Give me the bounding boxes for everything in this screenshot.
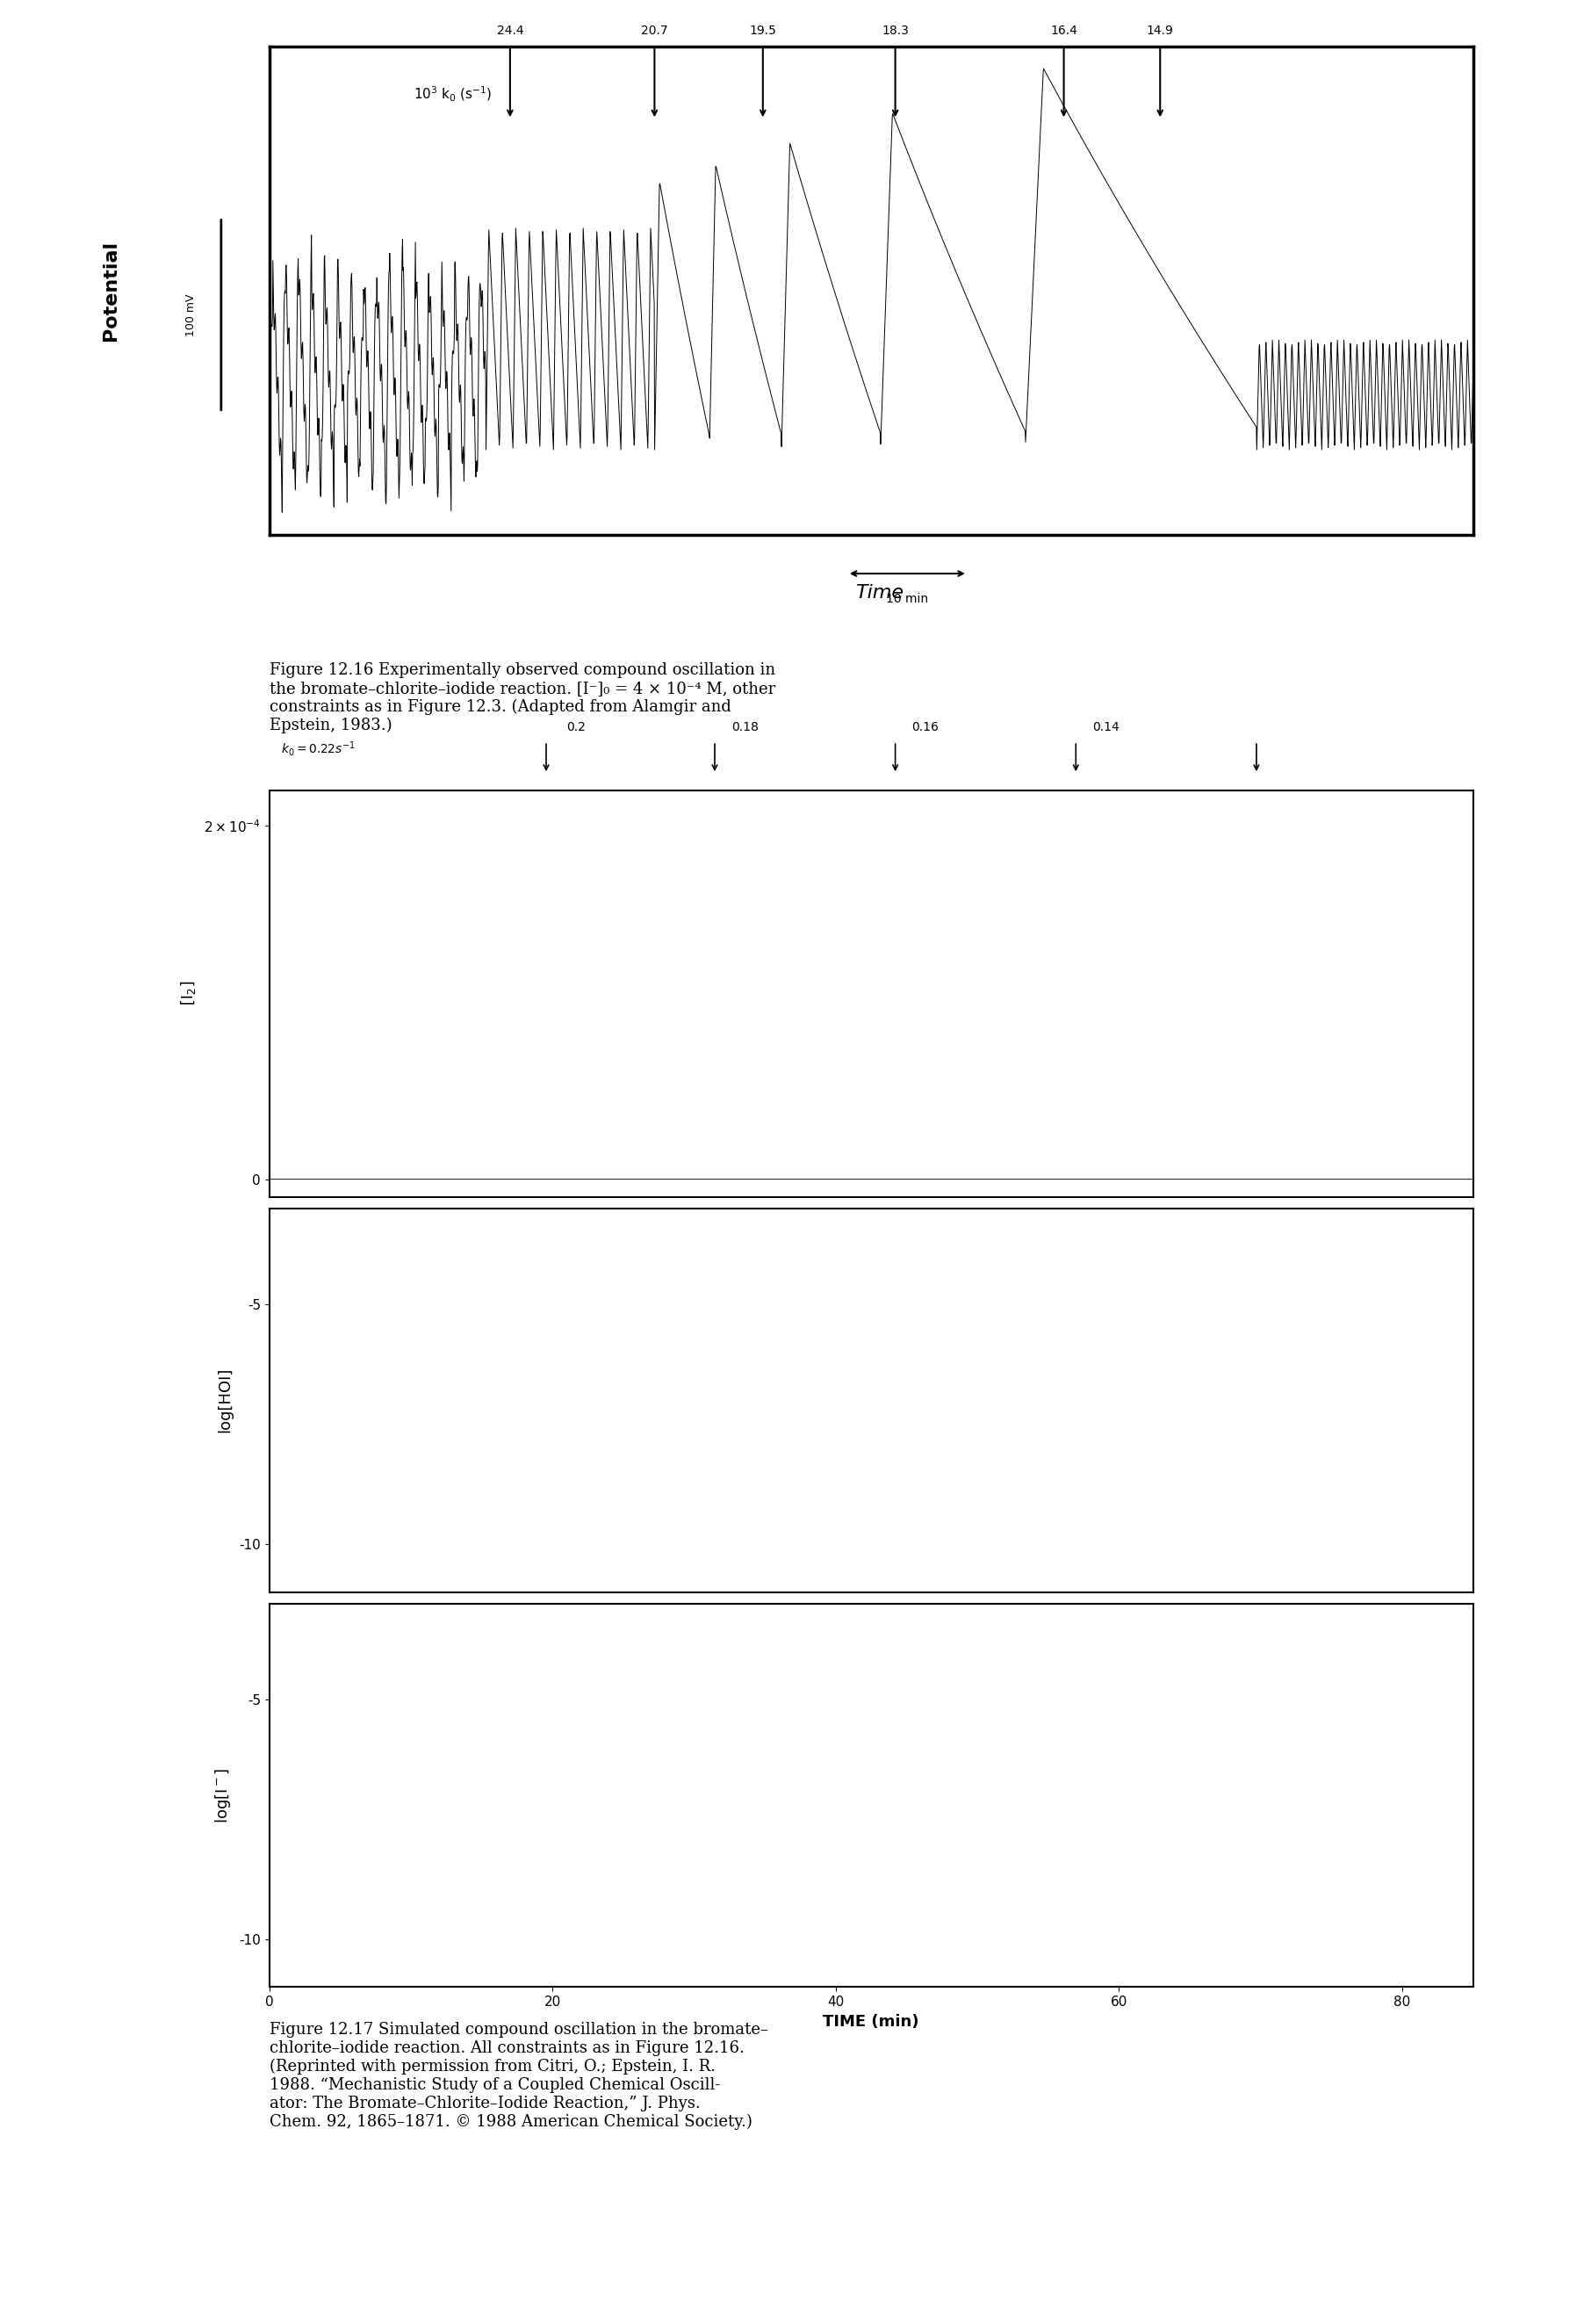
Y-axis label: log[HOI]: log[HOI] — [217, 1367, 233, 1434]
Text: $10^3$ k$_0$ (s$^{-1}$): $10^3$ k$_0$ (s$^{-1}$) — [413, 86, 493, 105]
X-axis label: TIME (min): TIME (min) — [824, 2013, 919, 2029]
Text: $k_0 = 0.22s^{-1}$: $k_0 = 0.22s^{-1}$ — [282, 739, 356, 758]
Text: 0.18: 0.18 — [732, 720, 759, 734]
Text: 100 mV: 100 mV — [185, 293, 196, 337]
Text: Potential: Potential — [101, 239, 120, 342]
Text: 0.2: 0.2 — [567, 720, 586, 734]
Text: 10 min: 10 min — [885, 593, 928, 604]
Text: 0.14: 0.14 — [1093, 720, 1120, 734]
Text: 19.5: 19.5 — [749, 26, 776, 37]
Text: 14.9: 14.9 — [1147, 26, 1174, 37]
Y-axis label: log[I$^-$]: log[I$^-$] — [214, 1769, 233, 1822]
Text: Figure 12.16 Experimentally observed compound oscillation in
the bromate–chlorit: Figure 12.16 Experimentally observed com… — [269, 662, 775, 734]
Text: 20.7: 20.7 — [642, 26, 668, 37]
Text: 18.3: 18.3 — [882, 26, 909, 37]
Text: 16.4: 16.4 — [1050, 26, 1077, 37]
Text: Figure 12.17 Simulated compound oscillation in the bromate–
chlorite–iodide reac: Figure 12.17 Simulated compound oscillat… — [269, 2022, 768, 2129]
Text: 24.4: 24.4 — [497, 26, 523, 37]
Text: 0.16: 0.16 — [912, 720, 939, 734]
Text: Time: Time — [855, 583, 903, 602]
Y-axis label: [I$_2$]: [I$_2$] — [179, 981, 198, 1006]
